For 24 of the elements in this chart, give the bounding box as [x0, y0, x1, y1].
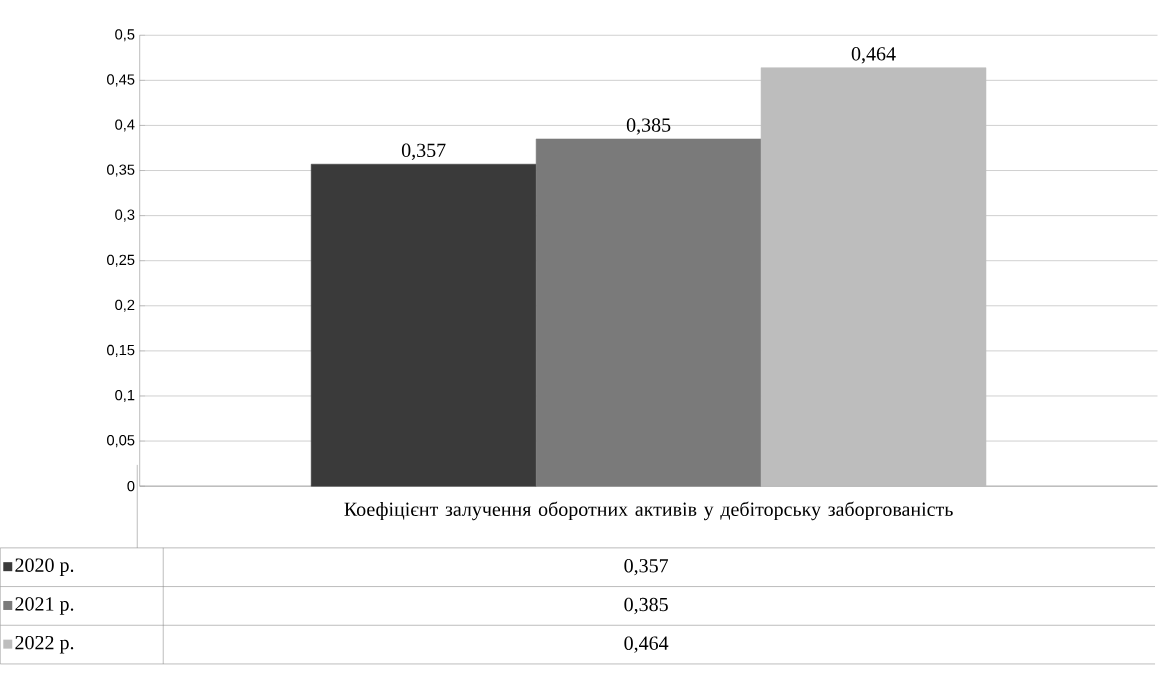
- bar: [310, 164, 537, 487]
- y-tick-label: 0,5: [115, 29, 135, 42]
- data-label: 0,464: [851, 47, 896, 64]
- x-tick-label: Коефіцієнт залучення оборотних активів у дебіторську заборгованість: [344, 501, 953, 521]
- y-tick-label: 0,3: [115, 209, 135, 222]
- y-tick-label: 0,45: [107, 74, 135, 87]
- data-label: 0,357: [401, 143, 446, 161]
- y-tick-label: 0,1: [115, 390, 135, 403]
- y-tick-label: 0,4: [115, 119, 135, 132]
- y-tick-label: 0: [127, 481, 135, 492]
- legend-label: 2022 р.: [15, 635, 74, 654]
- y-tick-label: 0,35: [107, 164, 135, 177]
- y-tick-label: 0,05: [107, 435, 135, 448]
- bar: [760, 67, 987, 487]
- bar: [535, 138, 762, 487]
- legend-label: 2021 р.: [15, 597, 74, 615]
- text: 0,464: [624, 636, 669, 653]
- text: 0,357: [624, 559, 669, 576]
- y-tick-label: 0,2: [115, 299, 135, 312]
- y-tick-label: 0,15: [107, 344, 135, 358]
- data-label: 0,385: [626, 118, 671, 135]
- legend-label: 2020 р.: [15, 558, 74, 577]
- text: 0,385: [624, 597, 668, 615]
- y-tick-label: 0,25: [107, 254, 135, 267]
